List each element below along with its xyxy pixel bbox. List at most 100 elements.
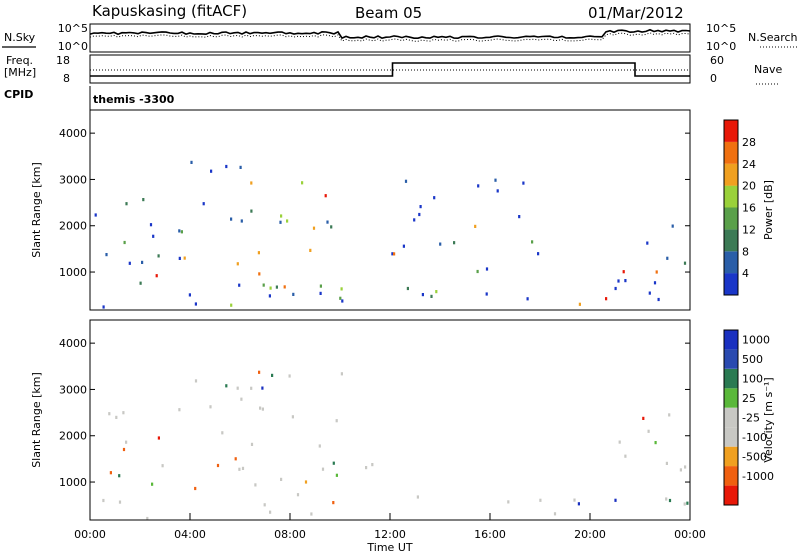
echo-cell bbox=[614, 498, 617, 502]
power-y-ticks: 1000 2000 3000 4000 bbox=[59, 127, 690, 279]
echo-cell bbox=[476, 269, 479, 274]
echo-cell bbox=[321, 467, 325, 471]
echo-cell bbox=[286, 219, 289, 223]
echo-cell bbox=[319, 291, 322, 295]
power-colorbar-label: Power [dB] bbox=[762, 180, 775, 240]
echo-cell bbox=[288, 374, 291, 378]
echo-cell bbox=[157, 254, 160, 258]
echo-cell bbox=[180, 230, 183, 234]
echo-cell bbox=[236, 262, 239, 266]
echo-cell bbox=[340, 287, 343, 291]
echo-cell bbox=[238, 283, 241, 287]
echo-cell bbox=[221, 431, 224, 435]
nave-tick-bottom: 0 bbox=[710, 72, 717, 85]
echo-cell bbox=[178, 256, 181, 260]
echo-cell bbox=[109, 471, 112, 475]
velocity-echo-marks bbox=[102, 370, 689, 521]
echo-cell bbox=[280, 214, 283, 218]
colorbar-tick-label: 4 bbox=[742, 267, 749, 280]
colorbar-segment bbox=[724, 407, 738, 428]
colorbar-segment bbox=[724, 330, 738, 350]
echo-cell bbox=[310, 512, 313, 516]
freq-panel bbox=[89, 54, 691, 84]
colorbar-tick-label: -1000 bbox=[742, 470, 774, 483]
echo-cell bbox=[537, 252, 540, 256]
echo-cell bbox=[115, 415, 118, 419]
echo-cell bbox=[240, 219, 243, 223]
echo-cell bbox=[125, 440, 128, 444]
echo-cell bbox=[657, 297, 660, 302]
nsearch-label: N.Search bbox=[748, 31, 798, 44]
echo-cell bbox=[507, 500, 510, 504]
colorbar-segment bbox=[724, 349, 738, 369]
echo-cell bbox=[225, 384, 228, 388]
echo-cell bbox=[151, 482, 154, 486]
echo-cell bbox=[261, 407, 264, 411]
echo-cell bbox=[421, 293, 424, 297]
echo-cell bbox=[341, 299, 344, 303]
echo-cell bbox=[309, 248, 312, 252]
echo-cell bbox=[257, 251, 260, 255]
echo-cell bbox=[263, 503, 266, 507]
echo-cell bbox=[494, 178, 497, 182]
echo-cell bbox=[280, 477, 283, 481]
colorbar-tick-label: 500 bbox=[742, 353, 763, 366]
velocity-colorbar: 1000 500 100 25 -25 -100 -500 -1000 bbox=[723, 329, 774, 506]
colorbar-tick-label: 8 bbox=[742, 245, 749, 258]
echo-cell bbox=[152, 234, 155, 238]
echo-cell bbox=[686, 501, 689, 505]
colorbar-tick-label: 28 bbox=[742, 136, 756, 149]
echo-cell bbox=[239, 165, 242, 169]
y-tick-label: 2000 bbox=[59, 430, 87, 443]
echo-cell bbox=[531, 240, 534, 244]
echo-cell bbox=[261, 386, 264, 390]
echo-cell bbox=[269, 510, 272, 514]
echo-cell bbox=[653, 281, 657, 285]
noise-tick-bottom-right: 10^0 bbox=[706, 40, 736, 53]
echo-cell bbox=[149, 223, 153, 227]
echo-cell bbox=[108, 412, 111, 416]
echo-cell bbox=[578, 302, 581, 306]
echo-cell bbox=[268, 294, 271, 298]
echo-cell bbox=[312, 226, 316, 230]
echo-cell bbox=[269, 286, 272, 290]
echo-cell bbox=[665, 497, 668, 501]
echo-cell bbox=[291, 415, 294, 419]
echo-cell bbox=[430, 294, 433, 298]
x-tick-label: 04:00 bbox=[174, 528, 206, 541]
echo-cell bbox=[404, 179, 408, 183]
colorbar-segment bbox=[724, 368, 738, 389]
echo-cell bbox=[393, 252, 396, 256]
echo-cell bbox=[216, 463, 220, 468]
echo-cell bbox=[402, 244, 405, 248]
echo-cell bbox=[202, 202, 205, 206]
echo-cell bbox=[371, 463, 374, 467]
echo-cell bbox=[365, 466, 368, 470]
echo-cell bbox=[102, 498, 105, 503]
nave-tick-top: 60 bbox=[710, 54, 724, 67]
colorbar-segment bbox=[724, 120, 738, 142]
echo-cell bbox=[324, 194, 327, 198]
x-tick-label: 00:00 bbox=[74, 528, 106, 541]
echo-cell bbox=[684, 465, 687, 469]
echo-cell bbox=[209, 405, 212, 409]
echo-cell bbox=[413, 218, 416, 222]
colorbar-tick-label: 1000 bbox=[742, 334, 770, 347]
freq-tick-bottom: 8 bbox=[63, 72, 70, 85]
x-tick-label: 16:00 bbox=[474, 528, 506, 541]
echo-cell bbox=[668, 498, 672, 503]
nsky-label: N.Sky bbox=[4, 31, 36, 44]
echo-cell bbox=[654, 441, 657, 445]
echo-cell bbox=[194, 486, 197, 491]
echo-cell bbox=[194, 302, 197, 306]
cpid-label: CPID bbox=[4, 88, 33, 101]
echo-cell bbox=[605, 297, 608, 301]
echo-cell bbox=[262, 283, 265, 287]
echo-cell bbox=[618, 440, 621, 444]
echo-cell bbox=[141, 260, 144, 264]
echo-cell bbox=[240, 397, 243, 401]
echo-cell bbox=[146, 516, 149, 521]
echo-cell bbox=[301, 181, 304, 185]
x-tick-label: 00:00 bbox=[674, 528, 706, 541]
colorbar-tick-label: 20 bbox=[742, 180, 756, 193]
